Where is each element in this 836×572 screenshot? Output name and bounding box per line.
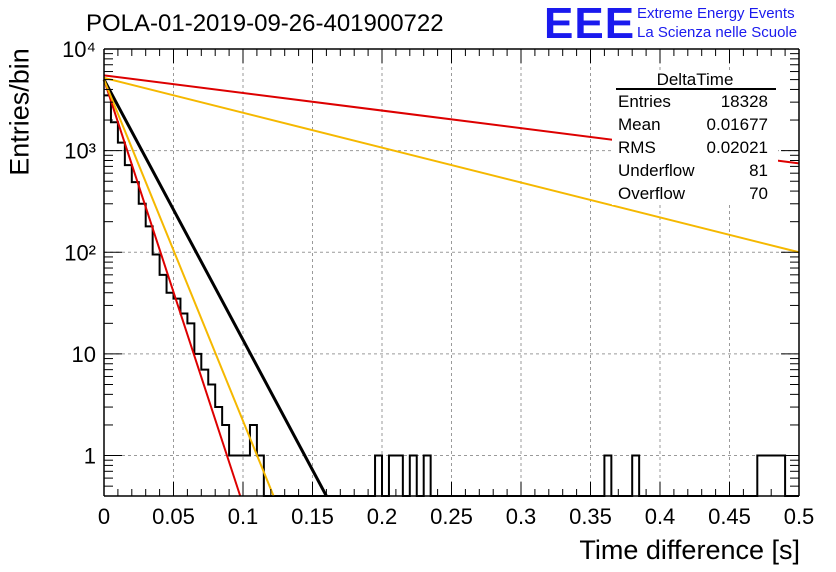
stats-value: 0.01677 (706, 115, 768, 134)
y-tick-label: 10 (72, 342, 96, 367)
y-tick-label: 10³ (64, 139, 96, 164)
x-axis-label: Time difference [s] (579, 535, 800, 565)
stats-label: Mean (618, 115, 661, 134)
stats-row-overflow: Overflow 70 (612, 182, 778, 205)
fit-line-0 (102, 78, 328, 497)
y-axis-label: Entries/bin (4, 48, 35, 176)
stats-label: Underflow (618, 161, 695, 180)
x-tick-label: 0.35 (569, 504, 612, 529)
stats-value: 70 (749, 184, 768, 203)
x-tick-label: 0.15 (291, 504, 334, 529)
x-tick-label: 0.25 (430, 504, 473, 529)
fit-line-4 (103, 76, 800, 254)
stats-value: 18328 (720, 92, 768, 111)
x-tick-label: 0.45 (708, 504, 751, 529)
stats-label: Overflow (618, 184, 686, 203)
stats-title-rule (616, 88, 776, 90)
chart-title: POLA-01-2019-09-26-401900722 (86, 10, 444, 37)
stats-title-wrap: DeltaTime (612, 70, 778, 90)
logo-line-1: Extreme Energy Events (637, 5, 795, 22)
fit-line-2 (103, 79, 275, 497)
stats-row-rms: RMS 0.02021 (612, 136, 778, 159)
stats-value: 0.02021 (706, 138, 768, 157)
x-tick-label: 0.2 (367, 504, 398, 529)
x-tick-label: 0.05 (152, 504, 195, 529)
stats-row-underflow: Underflow 81 (612, 159, 778, 182)
y-tick-label: 10⁴ (62, 37, 96, 62)
y-tick-label: 1 (84, 444, 96, 469)
x-tick-label: 0.3 (506, 504, 537, 529)
x-tick-label: 0 (98, 504, 110, 529)
stats-label: Entries (618, 92, 671, 111)
stats-row-mean: Mean 0.01677 (612, 113, 778, 136)
stats-value: 81 (749, 161, 768, 180)
stats-title: DeltaTime (656, 70, 734, 89)
x-tick-label: 0.1 (228, 504, 259, 529)
stats-row-entries: Entries 18328 (612, 90, 778, 113)
stats-box: DeltaTime Entries 18328 Mean 0.01677 RMS… (612, 70, 778, 205)
x-tick-label: 0.4 (645, 504, 676, 529)
logo-line-2: La Scienza nelle Scuole (637, 24, 798, 41)
fit-line-1 (103, 79, 242, 497)
y-tick-label: 10² (64, 240, 96, 265)
eee-logo: EEE (544, 0, 636, 48)
stats-label: RMS (618, 138, 656, 157)
x-tick-label: 0.5 (784, 504, 815, 529)
